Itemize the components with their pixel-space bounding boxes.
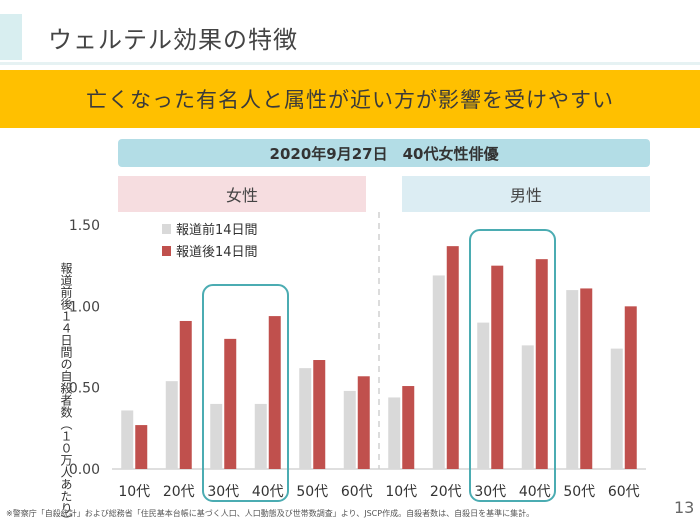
bar-before xyxy=(432,275,445,469)
x-tick-label: 50代 xyxy=(563,484,595,500)
bar-before xyxy=(521,345,534,469)
bar-after xyxy=(402,386,415,469)
x-tick-label: 10代 xyxy=(118,484,150,500)
x-tick-label: 30代 xyxy=(474,484,506,500)
source-footnote: ※警察庁「自殺統計」および総務省「住民基本台帳に基づく人口、人口動態及び世帯数調… xyxy=(6,509,535,518)
bar-before xyxy=(343,390,356,469)
bar-after xyxy=(135,425,148,469)
male-group-header: 男性 xyxy=(402,176,650,212)
x-tick-label: 60代 xyxy=(341,484,373,500)
y-tick-label: 1.00 xyxy=(69,299,100,315)
highlight-box xyxy=(202,284,289,502)
x-tick-label: 50代 xyxy=(296,484,328,500)
bar-after xyxy=(535,259,548,469)
x-tick-label: 40代 xyxy=(252,484,284,500)
bar-before xyxy=(566,290,579,469)
legend-swatch-before xyxy=(162,224,171,234)
legend-label-after: 報道後14日間 xyxy=(176,245,258,260)
x-tick-label: 20代 xyxy=(163,484,195,500)
legend-swatch-after xyxy=(162,246,171,256)
legend-label-before: 報道前14日間 xyxy=(176,222,258,238)
x-tick-label: 20代 xyxy=(430,484,462,500)
bar-after xyxy=(313,360,326,469)
bar-before xyxy=(610,348,623,469)
bar-before xyxy=(299,368,312,469)
page-title: ウェルテル効果の特徴 xyxy=(48,26,298,54)
bar-before xyxy=(121,410,134,469)
bar-before xyxy=(165,381,178,469)
bar-before xyxy=(477,322,490,469)
bar-after xyxy=(179,320,192,469)
bar-after xyxy=(357,376,370,469)
y-axis-label: 報道前後１４日間の自殺者数（１０万人あたり） xyxy=(59,262,73,526)
bar-after xyxy=(580,288,593,469)
female-group-header: 女性 xyxy=(118,176,366,212)
page-number: 13 xyxy=(674,498,695,517)
bar-after xyxy=(224,338,237,469)
x-tick-label: 60代 xyxy=(608,484,640,500)
bar-after xyxy=(624,306,637,469)
x-tick-label: 10代 xyxy=(385,484,417,500)
y-tick-label: 1.50 xyxy=(69,218,100,234)
bar-before xyxy=(388,397,401,469)
key-message-banner: 亡くなった有名人と属性が近い方が影響を受けやすい xyxy=(0,70,700,128)
bar-before xyxy=(210,403,223,469)
y-tick-label: 0.00 xyxy=(69,462,100,478)
highlight-box xyxy=(469,229,556,502)
bar-before xyxy=(254,403,267,469)
x-tick-label: 40代 xyxy=(519,484,551,500)
title-divider xyxy=(0,62,700,65)
y-tick-label: 0.50 xyxy=(69,381,100,397)
bar-after xyxy=(446,246,459,469)
bar-after xyxy=(268,316,281,469)
title-accent-bar xyxy=(0,14,22,60)
x-tick-label: 30代 xyxy=(207,484,239,500)
chart-subtitle: 2020年9月27日 40代女性俳優 xyxy=(118,139,650,167)
bar-after xyxy=(491,265,504,469)
